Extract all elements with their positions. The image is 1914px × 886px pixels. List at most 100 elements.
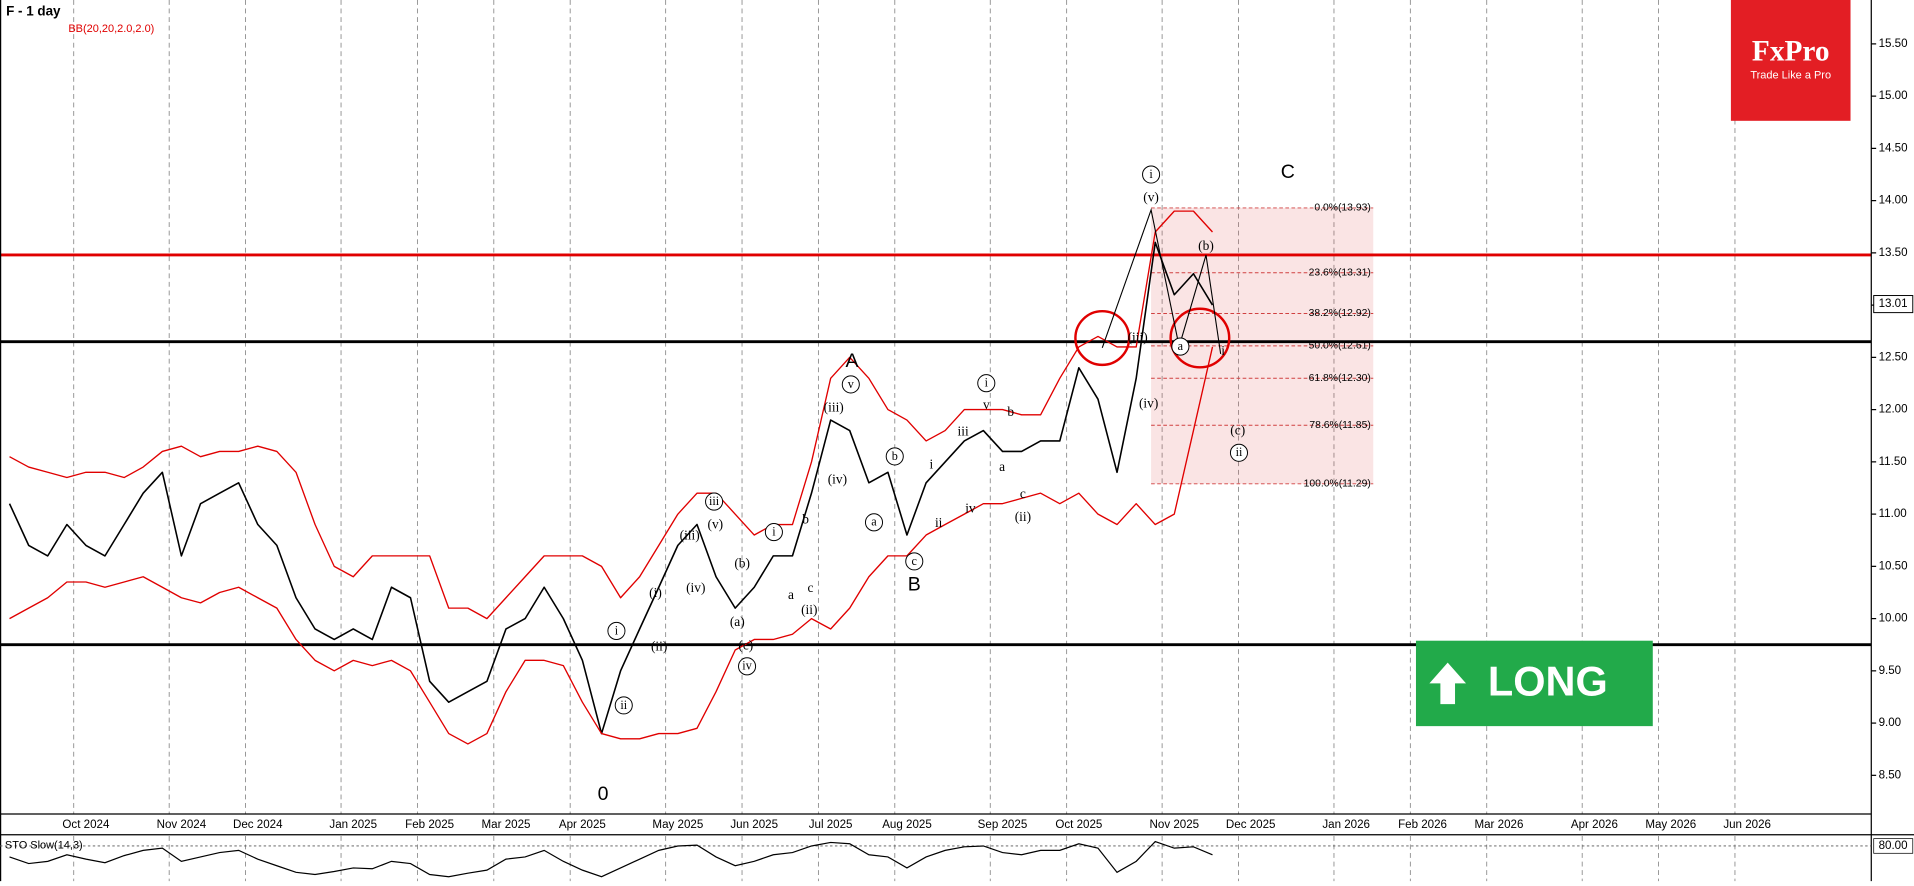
price-line [8,241,1214,735]
wave-label: i [1221,343,1225,358]
y-tick-label: 9.00 [1879,717,1902,729]
fib-label: 38.2%(12.92) [1309,308,1371,319]
wave-circle [705,492,724,511]
wave-label: C [1281,161,1295,183]
y-tick-label: 10.00 [1879,613,1908,625]
plot: 0.0%(13.93) 23.6%(13.31) 38.2%(12.92) 50.0%… [0,161,1872,805]
highlight-circle [1169,307,1231,369]
fib-label: 23.6%(13.31) [1309,267,1371,278]
wave-label: ii [935,515,943,530]
wave-label: 0 [598,783,609,805]
wave-label: i [929,457,933,472]
y-tick-label: 11.00 [1879,508,1907,520]
wave-label: iv [965,501,976,516]
wave-label: v [983,397,990,412]
bollinger-band [9,346,1214,745]
wave-label: i [1149,167,1153,181]
x-tick-label: Dec 2025 [1226,819,1276,831]
wave-label: c [808,580,814,595]
signal-arrow [1429,662,1467,705]
x-tick-label: Aug 2025 [882,819,932,831]
wave-circle [614,696,633,715]
y-tick-label: 10.50 [1879,560,1908,572]
indicator-label: BB(20,20,2.0,2.0) [68,23,154,35]
wave-label: ii [1236,445,1243,459]
wave-label: i [772,524,776,538]
wave-label: (c) [1230,422,1245,437]
wave-circle [607,621,626,640]
y-tick-label: 9.50 [1879,665,1902,677]
wave-label: iii [958,424,969,439]
x-tick-label: Dec 2024 [233,819,283,831]
fib-label: 61.8%(12.30) [1309,373,1371,384]
x-tick-label: Mar 2025 [482,819,531,831]
wave-circle [738,657,757,676]
x-tick-label: May 2026 [1645,819,1696,831]
y-tick-label: 15.00 [1879,90,1908,102]
wave-label: b [802,512,809,527]
y-tick-label: 13.50 [1879,247,1908,259]
wave-label: (iii) [824,399,844,414]
wave-circle [864,513,884,532]
wave-label: (ii) [1015,509,1031,524]
wave-circle [905,552,924,571]
wave-label: (iii) [680,527,700,542]
wave-label: A [846,350,859,372]
highlight-circle [1074,309,1131,367]
wave-label: v [848,377,855,391]
oscillator-line [9,840,1213,878]
wave-label: ii [620,698,627,712]
osc-tick-box [1873,838,1914,854]
x-tick-label: Feb 2026 [1398,819,1447,831]
y-tick-label: 12.50 [1879,351,1908,363]
last-price-box [1873,295,1914,314]
wave-label: (iv) [686,580,705,595]
wave-label: b [1007,404,1014,419]
wave-label: iii [709,494,720,508]
x-tick-label: Oct 2024 [62,819,110,831]
wave-label: i [985,376,989,390]
x-tick-label: Feb 2025 [405,819,454,831]
wave-label: B [908,573,921,595]
x-tick-label: Jul 2025 [809,819,853,831]
x-tick-label: Nov 2025 [1150,819,1200,831]
wave-label: b [892,449,898,463]
wave-label: (c) [738,637,753,652]
wave-label: c [912,554,918,568]
x-tick-label: Apr 2026 [1571,819,1618,831]
bollinger-band [9,210,1213,620]
wave-label: (v) [707,516,723,531]
wave-circle [977,374,996,393]
x-tick-label: Jan 2025 [329,819,377,831]
wave-label: (i) [649,585,662,600]
x-tick-label: Sep 2025 [978,819,1028,831]
signal-text: LONG [1488,658,1608,705]
osc-tick-label: 80.00 [1879,840,1908,852]
wave-label: a [788,587,794,602]
wave-label: a [1178,339,1184,353]
wave-circle [841,375,860,394]
axes: Oct 2024 Nov 2024 Dec 2024 Jan 2025 Feb 2025… [0,38,1914,878]
wave-label: i [615,623,619,637]
oscillator-label: STO Slow(14,3) [5,840,83,852]
wave-label: a [999,459,1005,474]
last-price-label: 13.01 [1879,298,1908,310]
fib-label: 50.0%(12.61) [1309,341,1371,352]
wave-circle [764,523,783,542]
logo-name: FxPro [1752,35,1830,67]
fib-label: 0.0%(13.93) [1314,203,1370,214]
wave-label: (ii) [651,638,667,653]
wave-label: (a) [730,614,745,629]
x-tick-label: Jan 2026 [1322,819,1370,831]
y-tick-label: 15.50 [1879,38,1908,50]
x-tick-label: Jun 2026 [1723,819,1771,831]
wave-label: a [871,515,877,529]
wave-label: (iv) [828,471,847,486]
logo: FxPro Trade Like a Pro [1730,0,1851,121]
wave-label: (b) [734,556,750,571]
right-axis-bg [1871,0,1914,886]
x-tick-label: Nov 2024 [157,819,207,831]
wave-circle [885,447,904,466]
